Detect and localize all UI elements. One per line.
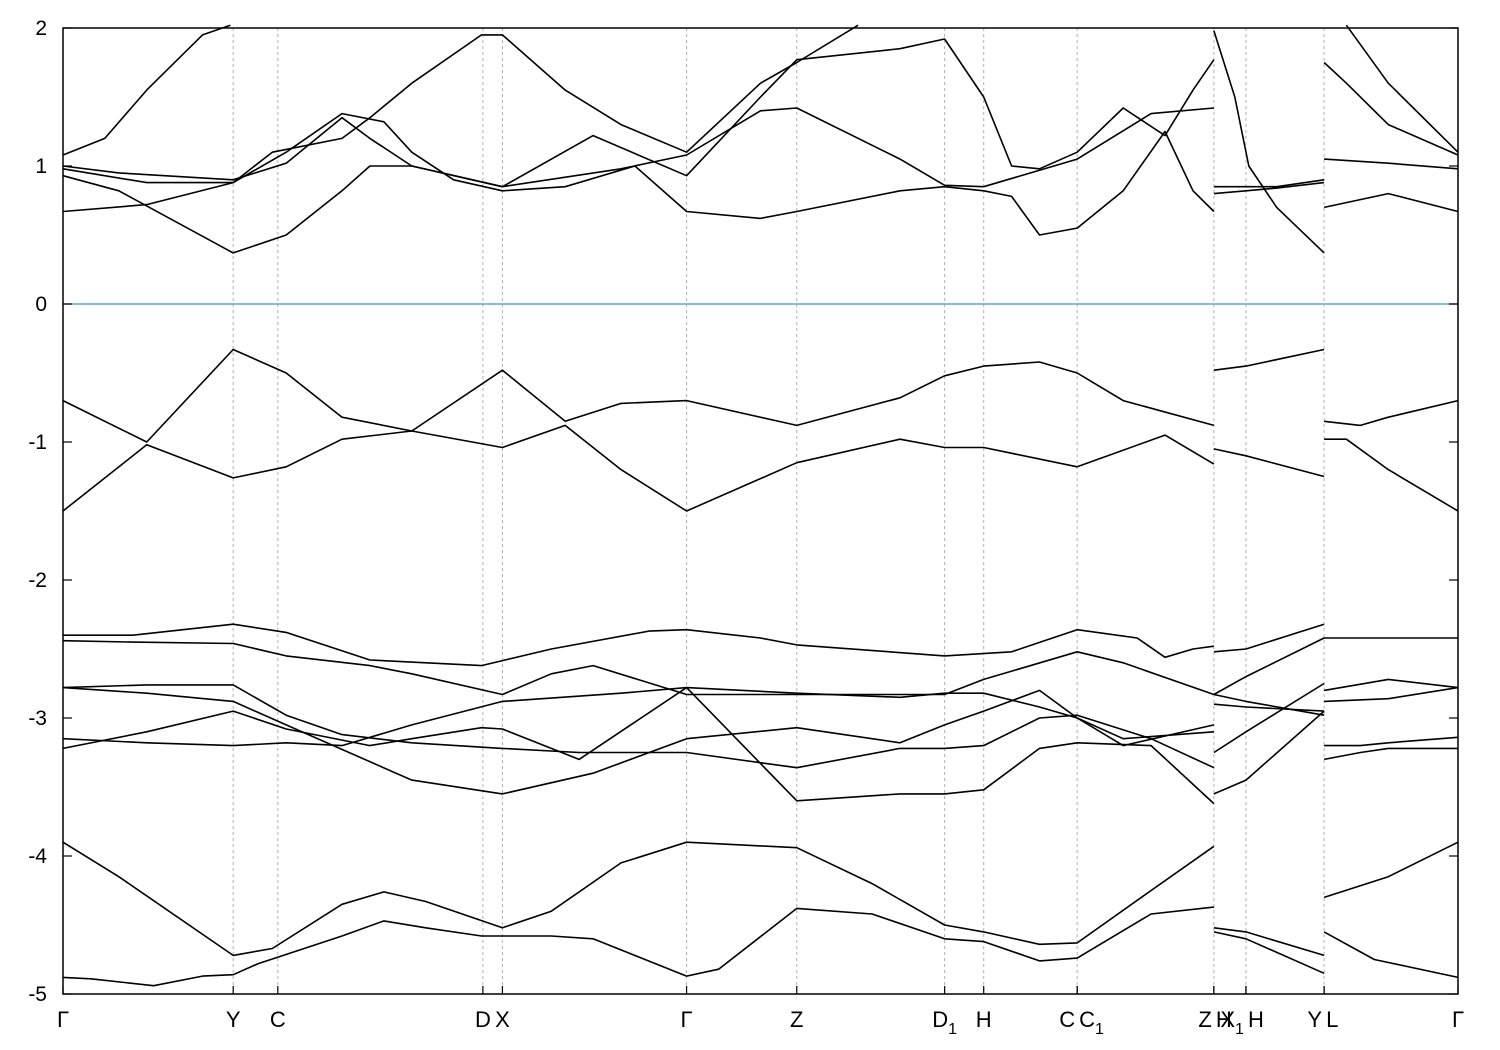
band-line-29 [62,24,231,156]
band-line-19 [1323,678,1459,692]
band-line-22 [1323,747,1458,761]
kpoint-label: Γ [681,1007,693,1032]
band-line-6 [1323,931,1459,979]
y-tick-label: 0 [35,293,47,316]
kpoint-label: Y [1307,1007,1322,1032]
band-line-21 [1324,736,1459,747]
band-line-1 [62,906,1214,987]
band-line-33 [62,112,1215,236]
band-line-34 [1213,30,1325,254]
kpoint-gridlines [232,28,1325,994]
kpoint-label: H [1216,1007,1232,1032]
band-line-11 [62,684,1215,769]
x-axis-kpoint-labels: Γ Y C D X Γ Z D1 H C C1 Z HX1 H Y L Γ [57,986,1464,1038]
band-line-31 [62,107,1214,188]
kpoint-label: Γ [57,1007,69,1032]
y-tick-label: -4 [28,845,47,868]
band-line-14 [62,686,1215,795]
kpoint-label: Z [790,1007,803,1032]
band-line-28 [1324,438,1459,512]
y-tick-label: -3 [28,707,47,730]
band-line-4 [1213,927,1325,957]
band-line-32 [62,24,859,213]
kpoint-label: L [1326,1007,1338,1032]
kpoint-label: D [475,1007,491,1032]
y-tick-label: -1 [28,431,47,454]
kpoint-label: C [1059,1007,1075,1032]
y-tick-label: 2 [35,17,47,40]
band-line-25 [1213,348,1325,371]
band-line-38 [1324,158,1459,170]
kpoint-label: X [495,1007,510,1032]
band-line-15 [1213,710,1325,795]
band-line-27 [1324,399,1459,427]
kpoint-label: H [1248,1007,1264,1032]
y-tick-label: -2 [28,569,47,592]
band-line-13 [62,686,1215,805]
band-line-2 [62,841,1215,957]
band-line-9 [1213,623,1325,653]
band-line-30 [62,38,1215,254]
y-axis-ticks: 2 1 0 -1 -2 -3 -4 -5 [28,17,1458,1006]
band-line-5 [1323,841,1459,899]
band-line-36 [1213,181,1325,195]
band-line-35 [1213,179,1325,188]
band-line-26 [1213,448,1325,478]
kpoint-label: Y [226,1007,241,1032]
band-line-18 [1213,693,1325,716]
y-tick-label: -5 [28,983,47,1006]
plot-frame [62,27,1459,995]
band-line-16 [1213,682,1325,754]
band-line-7 [63,623,1215,667]
band-line-8 [62,639,1215,696]
kpoint-label: Z [1198,1007,1211,1032]
kpoint-label: H [976,1007,992,1032]
band-lines [62,24,1459,987]
kpoint-label: Γ [1452,1007,1464,1032]
band-line-39 [1323,192,1459,213]
band-line-3 [1213,931,1325,975]
band-line-24 [62,424,1215,512]
band-line-20 [1324,686,1459,703]
kpoint-label: C [270,1007,286,1032]
band-line-17 [1213,703,1325,712]
y-tick-label: 1 [35,155,47,178]
band-line-10 [1213,637,1458,696]
band-line-40 [1345,24,1459,153]
band-line-37 [1323,61,1459,156]
band-line-23 [62,348,1215,443]
